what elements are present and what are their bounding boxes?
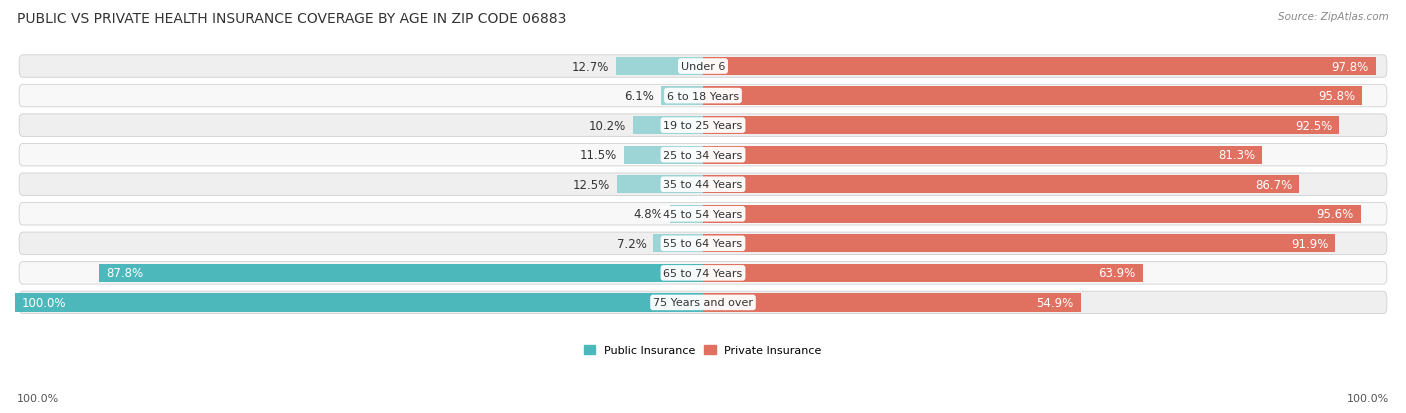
FancyBboxPatch shape: [20, 173, 1386, 196]
Bar: [98, 264, 703, 282]
Text: 45 to 54 Years: 45 to 54 Years: [664, 209, 742, 219]
Text: 87.8%: 87.8%: [105, 267, 143, 280]
Bar: [633, 117, 703, 135]
Text: 95.8%: 95.8%: [1317, 90, 1355, 103]
Text: 100.0%: 100.0%: [22, 296, 66, 309]
Bar: [617, 176, 703, 194]
FancyBboxPatch shape: [20, 144, 1386, 166]
Text: 10.2%: 10.2%: [589, 119, 626, 132]
Text: 25 to 34 Years: 25 to 34 Years: [664, 150, 742, 160]
FancyBboxPatch shape: [20, 115, 1386, 137]
Bar: [15, 294, 703, 312]
FancyBboxPatch shape: [20, 56, 1386, 78]
Text: 81.3%: 81.3%: [1219, 149, 1256, 162]
Legend: Public Insurance, Private Insurance: Public Insurance, Private Insurance: [579, 340, 827, 360]
Text: 97.8%: 97.8%: [1331, 60, 1369, 74]
Text: 95.6%: 95.6%: [1316, 208, 1354, 221]
Text: 55 to 64 Years: 55 to 64 Years: [664, 239, 742, 249]
Bar: [703, 205, 1361, 223]
FancyBboxPatch shape: [20, 203, 1386, 225]
Text: 12.5%: 12.5%: [572, 178, 610, 191]
Text: PUBLIC VS PRIVATE HEALTH INSURANCE COVERAGE BY AGE IN ZIP CODE 06883: PUBLIC VS PRIVATE HEALTH INSURANCE COVER…: [17, 12, 567, 26]
Text: 91.9%: 91.9%: [1291, 237, 1329, 250]
Text: Source: ZipAtlas.com: Source: ZipAtlas.com: [1278, 12, 1389, 22]
Bar: [616, 58, 703, 76]
Bar: [703, 58, 1376, 76]
Bar: [703, 176, 1299, 194]
FancyBboxPatch shape: [20, 233, 1386, 255]
Text: 35 to 44 Years: 35 to 44 Years: [664, 180, 742, 190]
Bar: [703, 294, 1081, 312]
Text: 7.2%: 7.2%: [617, 237, 647, 250]
Text: 6.1%: 6.1%: [624, 90, 654, 103]
Bar: [703, 146, 1263, 164]
Bar: [703, 235, 1336, 253]
FancyBboxPatch shape: [20, 85, 1386, 107]
Text: 63.9%: 63.9%: [1098, 267, 1136, 280]
Text: 6 to 18 Years: 6 to 18 Years: [666, 91, 740, 101]
Bar: [661, 87, 703, 105]
Text: 11.5%: 11.5%: [579, 149, 617, 162]
Bar: [671, 205, 703, 223]
Text: 92.5%: 92.5%: [1295, 119, 1333, 132]
Text: 4.8%: 4.8%: [633, 208, 664, 221]
Bar: [624, 146, 703, 164]
Bar: [703, 87, 1362, 105]
FancyBboxPatch shape: [20, 292, 1386, 314]
Text: 54.9%: 54.9%: [1036, 296, 1074, 309]
Text: Under 6: Under 6: [681, 62, 725, 72]
Text: 19 to 25 Years: 19 to 25 Years: [664, 121, 742, 131]
Bar: [703, 264, 1143, 282]
FancyBboxPatch shape: [20, 262, 1386, 285]
Text: 86.7%: 86.7%: [1256, 178, 1292, 191]
Text: 12.7%: 12.7%: [571, 60, 609, 74]
Text: 100.0%: 100.0%: [17, 393, 59, 403]
Bar: [654, 235, 703, 253]
Text: 65 to 74 Years: 65 to 74 Years: [664, 268, 742, 278]
Bar: [703, 117, 1340, 135]
Text: 75 Years and over: 75 Years and over: [652, 298, 754, 308]
Text: 100.0%: 100.0%: [1347, 393, 1389, 403]
